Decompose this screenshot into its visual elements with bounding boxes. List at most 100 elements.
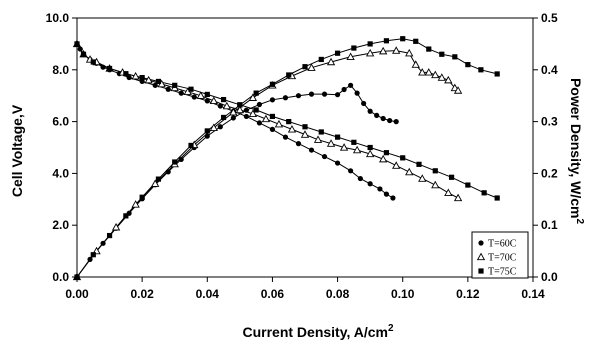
voltage-point-t-60c [217, 103, 223, 109]
right-y-tick-label: 0.0 [541, 270, 558, 284]
left-y-tick-label: 0.0 [52, 270, 69, 284]
power-point-t-75c [90, 252, 96, 258]
power-point-t-70c [411, 60, 420, 68]
power-point-t-60c [354, 90, 360, 96]
data-markers [72, 36, 500, 281]
voltage-point-t-60c [269, 126, 276, 132]
right-y-tick-label: 0.2 [541, 166, 558, 180]
x-axis-title: Current Density, A/cm2 [242, 323, 393, 340]
x-tick-label: 0.00 [65, 287, 89, 301]
voltage-curve-t-60c [76, 43, 394, 199]
voltage-point-t-75c [286, 119, 292, 125]
power-point-t-60c [361, 100, 367, 107]
x-tick-label: 0.08 [326, 287, 350, 301]
power-point-t-70c [444, 75, 453, 84]
power-point-t-70c [453, 86, 463, 94]
voltage-point-t-70c [274, 119, 284, 128]
right-y-tick-label: 0.1 [541, 218, 558, 232]
voltage-point-t-60c [204, 98, 210, 104]
power-point-t-75c [302, 64, 308, 70]
voltage-point-t-75c [416, 161, 422, 167]
voltage-point-t-60c [191, 94, 197, 100]
voltage-point-t-70c [235, 105, 245, 114]
voltage-point-t-70c [313, 135, 323, 143]
legend-label-t-75c: T=75C [488, 267, 517, 278]
voltage-point-t-75c [220, 96, 227, 103]
voltage-point-t-75c [318, 129, 324, 135]
power-point-t-70c [379, 46, 388, 55]
voltage-point-t-75c [253, 107, 259, 113]
power-point-t-60c [256, 101, 262, 108]
left-y-tick-label: 4.0 [52, 166, 69, 180]
power-point-t-75c [74, 274, 80, 280]
left-y-axis-title: Cell Voltage,V [9, 104, 25, 197]
legend-marker-t-75c [478, 268, 484, 274]
power-point-t-75c [478, 67, 484, 73]
power-point-t-60c [230, 115, 236, 121]
left-y-tick-label: 2.0 [52, 218, 69, 232]
voltage-point-t-70c [418, 174, 427, 182]
power-point-t-75c [413, 38, 419, 44]
x-tick-label: 0.12 [456, 287, 480, 301]
voltage-point-t-60c [334, 160, 341, 166]
power-point-t-75c [188, 142, 194, 149]
voltage-point-t-70c [222, 101, 231, 110]
x-tick-label: 0.10 [391, 287, 415, 301]
voltage-point-t-70c [287, 125, 297, 133]
voltage-point-t-60c [178, 90, 184, 96]
voltage-point-t-75c [90, 59, 96, 65]
voltage-point-t-70c [453, 193, 463, 202]
voltage-point-t-60c [77, 46, 83, 52]
power-point-t-75c [286, 72, 292, 78]
voltage-point-t-75c [351, 139, 357, 145]
voltage-point-t-75c [400, 155, 406, 161]
power-point-t-75c [465, 62, 471, 68]
x-tick-label: 0.14 [521, 287, 545, 301]
voltage-point-t-75c [172, 82, 178, 88]
power-point-t-75c [426, 46, 432, 52]
power-point-t-70c [326, 57, 336, 66]
voltage-point-t-60c [243, 113, 249, 120]
power-point-t-60c [204, 133, 210, 139]
voltage-point-t-70c [300, 130, 310, 138]
voltage-point-t-75c [334, 134, 341, 140]
legend-label-t-60c: T=60C [488, 239, 517, 250]
voltage-point-t-75c [74, 41, 80, 47]
voltage-point-t-70c [444, 188, 453, 196]
voltage-point-t-75c [188, 86, 194, 92]
power-curve-t-75c [76, 38, 498, 278]
voltage-point-t-75c [448, 174, 455, 180]
power-point-t-70c [365, 48, 375, 57]
voltage-point-t-75c [302, 124, 308, 130]
power-point-t-60c [100, 240, 106, 246]
voltage-point-t-70c [352, 145, 362, 154]
power-point-t-75c [237, 102, 243, 108]
left-y-tick-label: 8.0 [52, 63, 69, 77]
power-point-t-70c [418, 68, 427, 76]
voltage-point-t-75c [80, 51, 87, 57]
voltage-point-t-70c [261, 114, 271, 123]
voltage-point-t-70c [431, 180, 440, 189]
power-point-t-70c [346, 52, 355, 61]
power-point-t-75c [253, 90, 259, 96]
voltage-point-t-60c [383, 191, 390, 197]
voltage-point-t-70c [131, 71, 140, 80]
power-point-t-60c [321, 91, 328, 97]
power-point-t-60c [374, 112, 380, 118]
legend-marker-t-60c [478, 240, 484, 246]
x-tick-label: 0.06 [261, 287, 285, 301]
voltage-point-t-70c [196, 91, 205, 99]
voltage-point-t-75c [367, 144, 373, 151]
right-y-tick-label: 0.5 [541, 11, 558, 25]
power-point-t-75c [400, 36, 406, 42]
voltage-point-t-60c [321, 153, 328, 160]
voltage-point-t-75c [465, 182, 471, 188]
voltage-point-t-70c [248, 109, 258, 118]
power-point-t-75c [106, 232, 113, 239]
power-point-t-75c [494, 71, 500, 77]
voltage-point-t-75c [106, 65, 113, 72]
voltage-point-t-75c [432, 168, 438, 174]
power-point-t-75c [155, 176, 162, 182]
power-point-t-75c [351, 45, 357, 51]
